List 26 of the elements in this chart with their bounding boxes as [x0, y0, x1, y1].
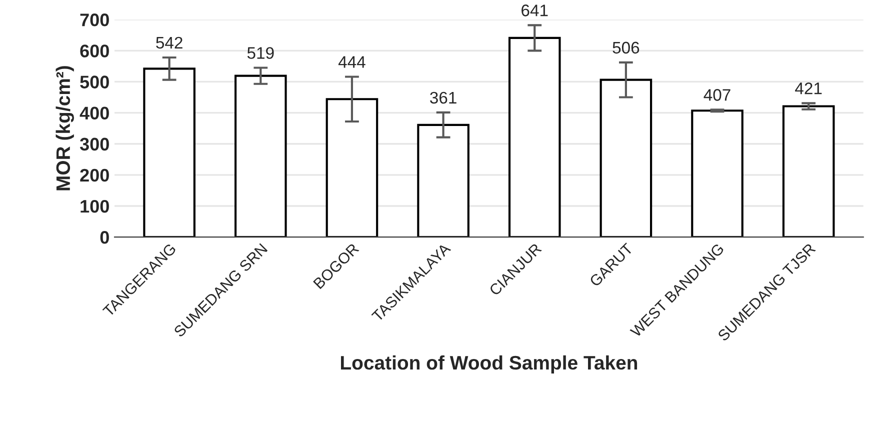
y-tick-label: 200 [80, 168, 109, 182]
y-tick-label: 600 [80, 44, 109, 58]
bar [326, 98, 378, 238]
y-tick-label: 400 [80, 106, 109, 120]
data-label: 407 [704, 89, 730, 101]
x-axis-title: Location of Wood Sample Taken [340, 355, 638, 374]
data-label: 506 [612, 42, 640, 54]
bar [143, 68, 196, 238]
data-label: 542 [156, 36, 182, 49]
data-label: 361 [430, 92, 456, 104]
y-tick-label: 700 [80, 14, 109, 26]
data-label: 421 [795, 82, 822, 94]
y-tick-label: 300 [80, 138, 109, 151]
bar [782, 105, 835, 238]
bar [417, 124, 470, 238]
y-tick-label: 100 [80, 200, 109, 213]
bar [600, 78, 652, 238]
data-label: 519 [247, 47, 274, 59]
y-axis-title: MOR (kg/cm²) [56, 66, 74, 190]
bar [508, 36, 561, 238]
bar [234, 74, 287, 238]
y-tick-label: 500 [80, 76, 109, 88]
data-label: 641 [522, 4, 548, 16]
y-tick-label: 0 [100, 231, 109, 244]
bar [691, 110, 744, 238]
data-label: 444 [338, 56, 366, 68]
